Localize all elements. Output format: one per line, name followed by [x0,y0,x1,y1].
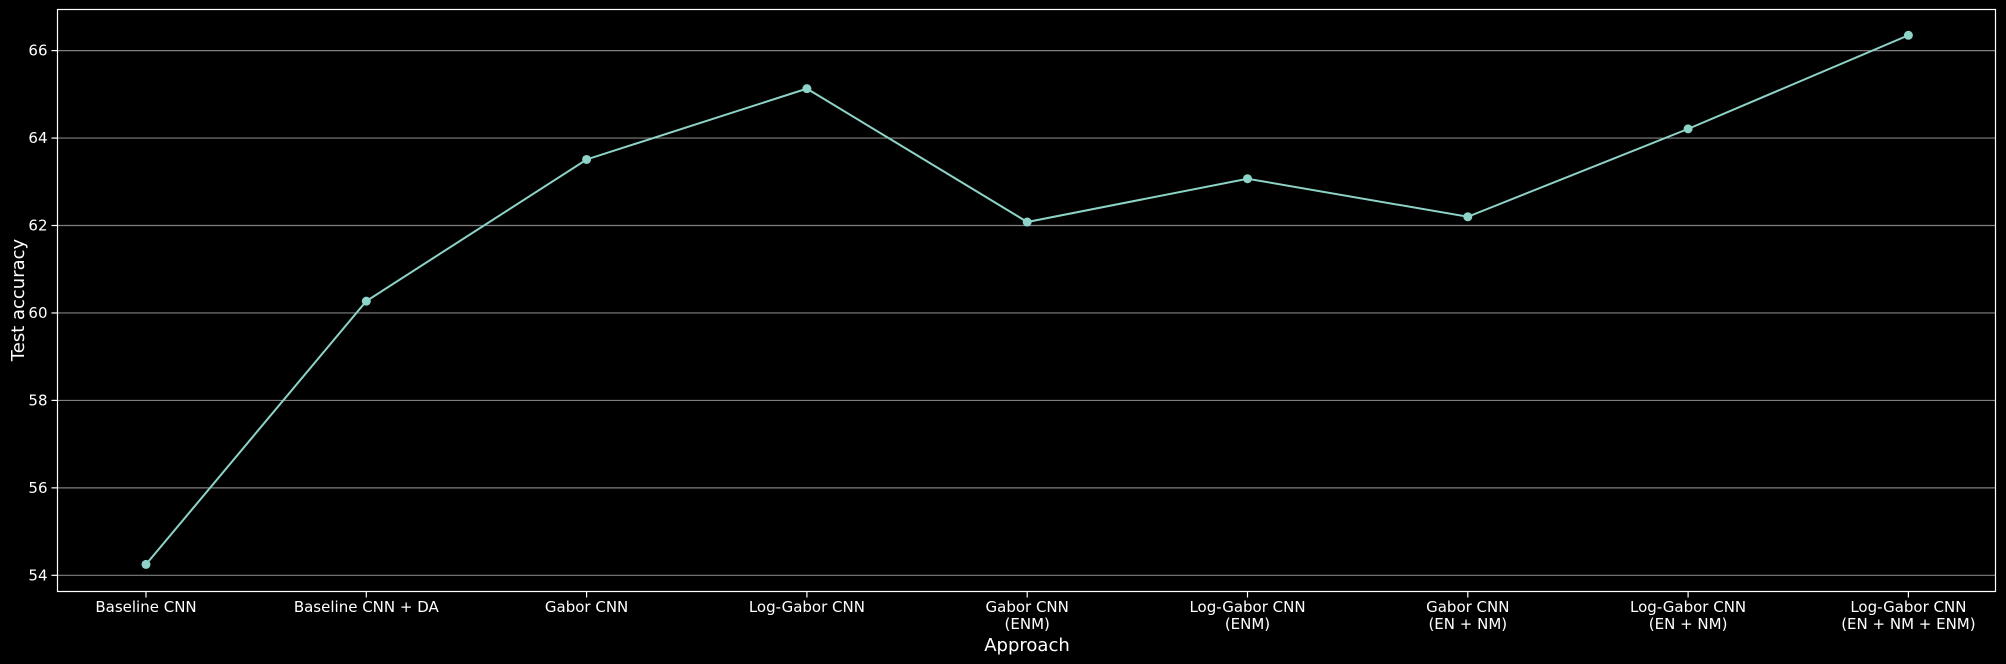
series-line [145,34,1909,566]
data-point [1463,212,1473,222]
x-axis-ticks: Baseline CNN Baseline CNN + DA Gabor CNN Lo… [95,591,1976,633]
y-tick-label: 60 [28,304,47,322]
series-layer [141,30,1913,569]
data-point [141,559,151,569]
x-tick-label: Log-Gabor CNN [749,598,865,616]
plot-border [56,8,1997,593]
y-tick-label: 54 [28,566,47,584]
x-axis-title: Approach [984,635,1070,656]
y-tick-label: 64 [28,129,47,147]
x-tick-label: Baseline CNN + DA [294,598,440,616]
axes-frame [56,8,1997,593]
data-point [1243,174,1252,184]
data-point [1903,30,1913,40]
grid-lines [57,50,1996,576]
data-point [361,296,371,306]
y-axis-ticks: 54 56 58 60 62 64 66 [28,42,58,584]
y-tick-label: 66 [28,42,47,60]
y-tick-label: 58 [28,391,47,409]
data-point [582,154,592,164]
y-tick-label: 56 [28,479,47,497]
data-point [1022,217,1032,227]
data-point [802,84,812,94]
x-tick-label: Log-Gabor CNN (EN + NM) [1630,598,1746,633]
data-point [1683,124,1693,134]
y-axis-title: Test accuracy [8,238,29,362]
x-tick-label: Gabor CNN (ENM) [986,598,1069,633]
y-tick-label: 62 [28,217,47,235]
x-tick-label: Gabor CNN [545,598,628,616]
x-tick-label: Baseline CNN [95,598,196,616]
x-tick-label: Log-Gabor CNN (ENM) [1189,598,1305,633]
x-tick-label: Gabor CNN (EN + NM) [1426,598,1509,633]
x-tick-label: Log-Gabor CNN (EN + NM + ENM) [1841,598,1975,633]
